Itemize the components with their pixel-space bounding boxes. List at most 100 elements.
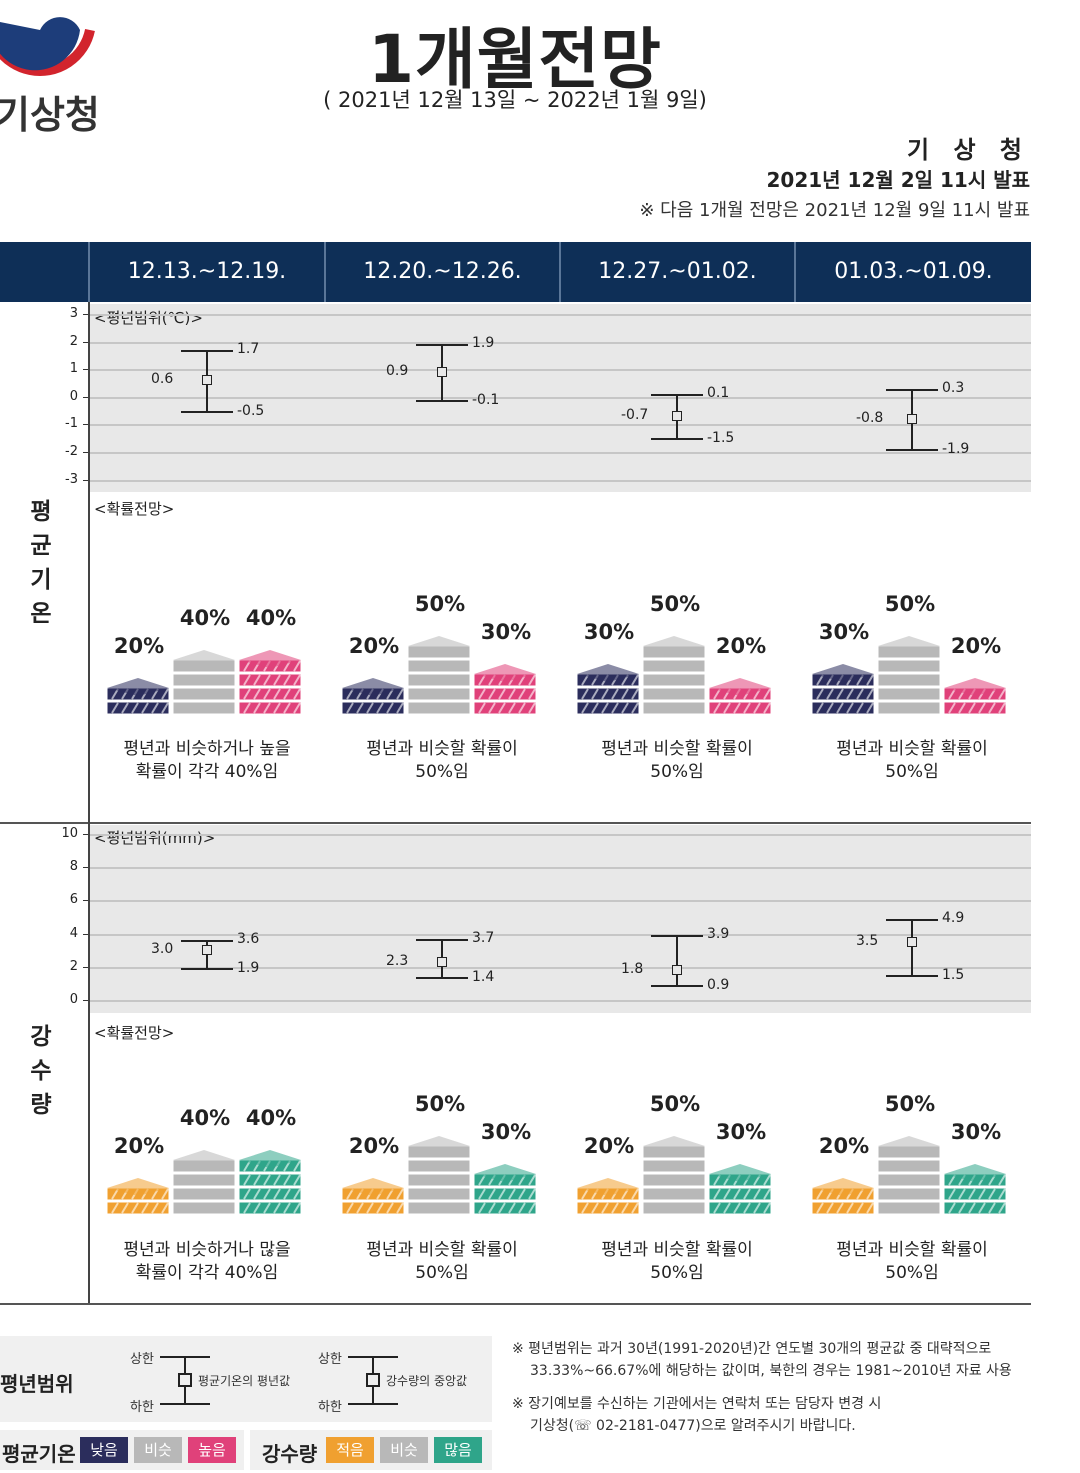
- prob-value-normal: 50%: [414, 592, 466, 616]
- gridline: [90, 479, 1031, 482]
- y-tick-mark: [83, 424, 89, 426]
- prob-stack-low: [341, 676, 407, 722]
- gridline: [90, 452, 1031, 454]
- y-tick-mark: [83, 452, 89, 453]
- left-axis-line: [88, 302, 90, 1304]
- week-header-bar: [0, 242, 1031, 302]
- legend-upper-2: 상한: [318, 1352, 342, 1367]
- legend-title: 평년범위: [0, 1372, 74, 1396]
- prob-stack-high: [708, 676, 774, 722]
- gridline: [90, 834, 1031, 836]
- prob-stack-high: [943, 1162, 1009, 1222]
- prob-stack-high: [238, 648, 304, 722]
- y-tick-label: -2: [65, 444, 78, 459]
- prob-value-normal: 50%: [649, 592, 701, 616]
- range-lower-value: -1.5: [707, 430, 735, 447]
- range-mid-value: 3.0: [151, 941, 174, 958]
- prob-stack-low: [811, 662, 877, 722]
- range-mid-value: 0.6: [151, 371, 174, 388]
- note-1a: ※ 평년범위는 과거 30년(1991-2020년)간 연도별 30개의 평균값…: [512, 1341, 992, 1357]
- range-mid-value: -0.8: [856, 409, 884, 426]
- prob-value-low: 20%: [113, 1134, 165, 1158]
- y-tick-mark: [83, 396, 89, 398]
- gridline: [90, 424, 1031, 427]
- range-lower-cap: [181, 410, 233, 413]
- table-bottom-line: [0, 1303, 1031, 1305]
- y-tick-mark: [83, 369, 89, 371]
- temp-range-label: <평년범위(℃)>: [94, 309, 203, 327]
- kma-logo: 기상청: [0, 17, 100, 137]
- prob-value-low: 20%: [348, 634, 400, 658]
- prob-description: 확률이 각각 40%임: [135, 1263, 279, 1283]
- y-tick-label: -1: [65, 416, 78, 432]
- legend-box: [0, 1336, 492, 1422]
- range-mid-value: 0.9: [386, 362, 409, 379]
- y-tick-label: 3: [69, 306, 78, 321]
- range-mid-marker: [202, 945, 212, 956]
- legend-range-icons: [160, 1356, 398, 1405]
- range-mid-value: 2.3: [386, 952, 409, 969]
- prob-value-low: 20%: [583, 1134, 635, 1158]
- y-tick-mark: [83, 1000, 89, 1001]
- range-lower-cap: [181, 968, 233, 971]
- range-mid-marker: [672, 965, 682, 976]
- range-lower-value: 1.4: [472, 968, 495, 985]
- week-header-3: 12.27.~01.02.: [598, 259, 757, 284]
- range-mid-marker: [437, 956, 447, 967]
- prob-value-low: 20%: [348, 1134, 400, 1158]
- gridline: [90, 867, 1031, 870]
- prob-description: 평년과 비슷할 확률이: [836, 739, 988, 759]
- range-upper-value: 1.9: [472, 335, 495, 352]
- prob-value-high: 30%: [480, 620, 532, 644]
- gridline: [90, 1000, 1031, 1002]
- range-mid-marker: [437, 366, 447, 377]
- y-tick-label: 4: [69, 925, 78, 941]
- y-tick-mark: [83, 966, 89, 968]
- range-upper-value: 3.9: [707, 926, 730, 943]
- range-mid-marker: [202, 375, 212, 386]
- page-title: 1개월전망: [368, 21, 662, 98]
- gridline: [90, 341, 1031, 344]
- prob-description: 50%임: [885, 1263, 939, 1283]
- prob-value-low: 30%: [818, 620, 870, 644]
- temp-prob-label: <확률전망>: [94, 500, 175, 518]
- prob-stack-low: [811, 1176, 877, 1222]
- prob-description: 50%임: [885, 762, 939, 782]
- gridline: [90, 933, 1031, 936]
- y-tick-mark: [83, 314, 89, 315]
- prob-value-low: 20%: [818, 1134, 870, 1158]
- range-mid-value: 1.8: [621, 961, 644, 978]
- range-lower-cap: [651, 985, 703, 988]
- prob-stack-normal: [642, 1134, 708, 1222]
- next-forecast-note: ※ 다음 1개월 전망은 2021년 12월 9일 11시 발표: [639, 200, 1030, 221]
- gridline: [90, 966, 1031, 969]
- prob-stack-high: [943, 676, 1009, 722]
- range-upper-value: 1.7: [237, 340, 260, 357]
- prob-description: 평년과 비슷할 확률이: [601, 739, 753, 759]
- week-header-4: 01.03.~01.09.: [834, 259, 993, 284]
- y-tick-mark: [83, 479, 89, 481]
- prob-description: 50%임: [415, 762, 469, 782]
- prob-value-normal: 40%: [179, 1106, 231, 1130]
- y-tick-label: 2: [69, 333, 78, 349]
- chip-precip-low: 적음: [326, 1437, 374, 1463]
- prob-value-high: 30%: [480, 1120, 532, 1144]
- range-stem: [676, 935, 678, 986]
- prob-value-low: 30%: [583, 620, 635, 644]
- chip-temp-normal: 비슷: [134, 1437, 182, 1463]
- week-header-2: 12.20.~12.26.: [363, 259, 522, 284]
- gridline: [90, 369, 1031, 372]
- precip-prob-label: <확률전망>: [94, 1024, 175, 1042]
- week-header-1: 12.13.~12.19.: [127, 259, 287, 284]
- range-lower-value: 1.5: [942, 967, 965, 984]
- y-tick-label: 10: [61, 826, 78, 841]
- y-tick-label: -3: [65, 471, 78, 487]
- prob-stack-high: [238, 1148, 304, 1222]
- prob-value-low: 20%: [113, 634, 165, 658]
- section-divider: [0, 822, 1031, 824]
- range-lower-value: -1.9: [942, 441, 970, 458]
- y-tick-label: 6: [69, 892, 78, 908]
- prob-stack-normal: [877, 634, 943, 722]
- forecast-period: ( 2021년 12월 13일 ~ 2022년 1월 9일): [323, 88, 707, 112]
